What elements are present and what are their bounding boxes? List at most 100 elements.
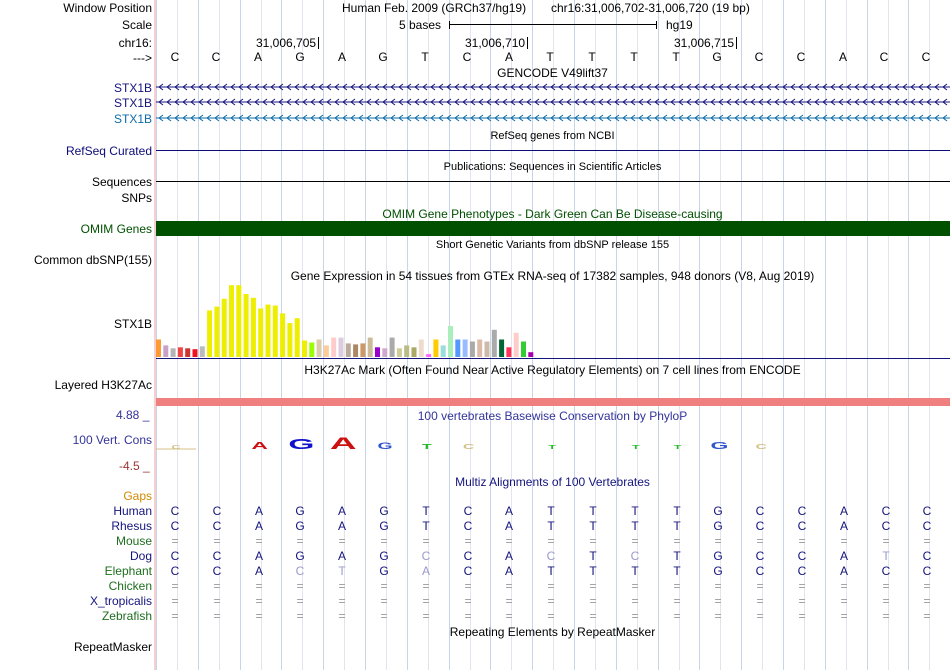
strand-chevron bbox=[310, 114, 316, 122]
gencode-label-3[interactable]: STX1B bbox=[114, 112, 152, 126]
multiz-track-title[interactable]: Multiz Alignments of 100 Vertebrates bbox=[455, 475, 650, 489]
strand-chevron bbox=[302, 98, 308, 106]
alignment-base: = bbox=[798, 534, 806, 548]
omim-label[interactable]: OMIM Genes bbox=[80, 222, 152, 236]
species-label[interactable]: Chicken bbox=[108, 579, 152, 593]
gtex-expression-chart[interactable] bbox=[156, 284, 950, 360]
strand-chevron bbox=[926, 98, 932, 106]
gaps-label[interactable]: Gaps bbox=[123, 489, 152, 503]
position-text[interactable]: chr16:31,006,702-31,006,720 (19 bp) bbox=[551, 1, 750, 15]
publications-track-title[interactable]: Publications: Sequences in Scientific Ar… bbox=[443, 161, 662, 173]
strand-chevron bbox=[822, 98, 828, 106]
strand-chevron bbox=[414, 83, 420, 91]
omim-track-title[interactable]: OMIM Gene Phenotypes - Dark Green Can Be… bbox=[382, 207, 723, 221]
publications-label[interactable]: Sequences bbox=[91, 175, 152, 189]
strand-chevron bbox=[318, 98, 324, 106]
strand-chevron bbox=[550, 98, 556, 106]
species-label[interactable]: Rhesus bbox=[111, 519, 152, 533]
refseq-line[interactable] bbox=[156, 150, 950, 151]
dbsnp-label[interactable]: Common dbSNP(155) bbox=[33, 253, 152, 267]
strand-chevron bbox=[870, 114, 876, 122]
strand-chevron bbox=[582, 98, 588, 106]
gtex-label[interactable]: STX1B bbox=[113, 317, 152, 331]
strand-chevron bbox=[262, 83, 268, 91]
base: C bbox=[879, 50, 889, 64]
gencode-track-title[interactable]: GENCODE V49lift37 bbox=[497, 66, 608, 80]
strand-chevron bbox=[734, 114, 740, 122]
gencode-label-2[interactable]: STX1B bbox=[114, 96, 152, 110]
strand-chevron bbox=[486, 98, 492, 106]
species-label[interactable]: X_tropicalis bbox=[89, 594, 152, 608]
strand-chevron bbox=[286, 98, 292, 106]
repeatmasker-label[interactable]: RepeatMasker bbox=[73, 640, 152, 654]
strand-chevron bbox=[598, 114, 604, 122]
species-label[interactable]: Elephant bbox=[104, 564, 152, 578]
strand-chevron bbox=[502, 114, 508, 122]
h3k27ac-signal[interactable] bbox=[156, 398, 950, 406]
strand-chevron bbox=[670, 83, 676, 91]
strand-chevron bbox=[702, 83, 708, 91]
strand-chevron bbox=[270, 98, 276, 106]
strand-chevron bbox=[518, 98, 524, 106]
publications-line[interactable] bbox=[156, 181, 950, 182]
strand-chevron bbox=[702, 114, 708, 122]
alignment-base: A bbox=[504, 519, 513, 533]
repeatmasker-track-title[interactable]: Repeating Elements by RepeatMasker bbox=[449, 625, 656, 639]
species-label[interactable]: Dog bbox=[129, 549, 152, 563]
strand-chevron bbox=[630, 83, 636, 91]
species-label[interactable]: Mouse bbox=[115, 534, 152, 548]
strand-chevron bbox=[318, 83, 324, 91]
gtex-tissue-bar bbox=[462, 339, 468, 357]
strand-chevron bbox=[422, 114, 428, 122]
refseq-label[interactable]: RefSeq Curated bbox=[65, 144, 152, 158]
strand-chevron bbox=[582, 114, 588, 122]
strand-chevron bbox=[926, 83, 932, 91]
strand-chevron bbox=[438, 98, 444, 106]
alignment-base: G bbox=[379, 564, 389, 578]
h3k27ac-track-title[interactable]: H3K27Ac Mark (Often Found Near Active Re… bbox=[304, 363, 801, 377]
conservation-track-title[interactable]: 100 vertebrates Basewise Conservation by… bbox=[417, 409, 688, 423]
dbsnp-track-title[interactable]: Short Genetic Variants from dbSNP releas… bbox=[435, 239, 670, 251]
alignment-base: G bbox=[713, 564, 723, 578]
omim-bar[interactable] bbox=[156, 221, 950, 236]
alignment-row: = = = = = = = = = = = = = = = = = = = bbox=[156, 579, 950, 593]
strand-chevron bbox=[742, 98, 748, 106]
conservation-max: 4.88 _ bbox=[116, 408, 150, 422]
species-label[interactable]: Human bbox=[113, 504, 152, 518]
h3k27ac-label[interactable]: Layered H3K27Ac bbox=[54, 378, 152, 392]
snps-label[interactable]: SNPs bbox=[121, 191, 152, 205]
strand-chevron bbox=[638, 98, 644, 106]
strand-chevron bbox=[782, 83, 788, 91]
strand-chevron bbox=[622, 98, 628, 106]
conservation-label[interactable]: 100 Vert. Cons bbox=[72, 433, 152, 447]
alignment-base: T bbox=[422, 519, 430, 533]
strand-chevron bbox=[934, 98, 940, 106]
alignment-base: G bbox=[295, 519, 305, 533]
strand-chevron bbox=[862, 83, 868, 91]
alignment-base: G bbox=[295, 549, 305, 563]
gtex-track-title[interactable]: Gene Expression in 54 tissues from GTEx … bbox=[290, 269, 815, 283]
gencode-label-1[interactable]: STX1B bbox=[114, 81, 152, 95]
strand-chevron bbox=[534, 83, 540, 91]
alignment-base: = bbox=[505, 594, 513, 608]
alignment-base: = bbox=[547, 594, 555, 608]
ruler-tick-3-text: 31,006,715 bbox=[674, 36, 735, 50]
alignment-base: = bbox=[714, 534, 722, 548]
base: T bbox=[546, 50, 554, 64]
species-label[interactable]: Zebrafish bbox=[101, 609, 152, 623]
alignment-base: T bbox=[547, 504, 555, 518]
base: A bbox=[337, 50, 346, 64]
strand-chevron bbox=[750, 98, 756, 106]
alignment-base: A bbox=[504, 549, 513, 563]
strand-chevron bbox=[878, 114, 884, 122]
alignment-base: = bbox=[923, 534, 931, 548]
alignment-base: G bbox=[713, 504, 723, 518]
strand-chevron bbox=[686, 98, 692, 106]
strand-chevron bbox=[422, 83, 428, 91]
alignment-base: = bbox=[882, 579, 890, 593]
gencode-transcripts[interactable] bbox=[156, 80, 950, 128]
strand-chevron bbox=[662, 83, 668, 91]
strand-chevron bbox=[774, 83, 780, 91]
refseq-track-title[interactable]: RefSeq genes from NCBI bbox=[490, 130, 615, 142]
